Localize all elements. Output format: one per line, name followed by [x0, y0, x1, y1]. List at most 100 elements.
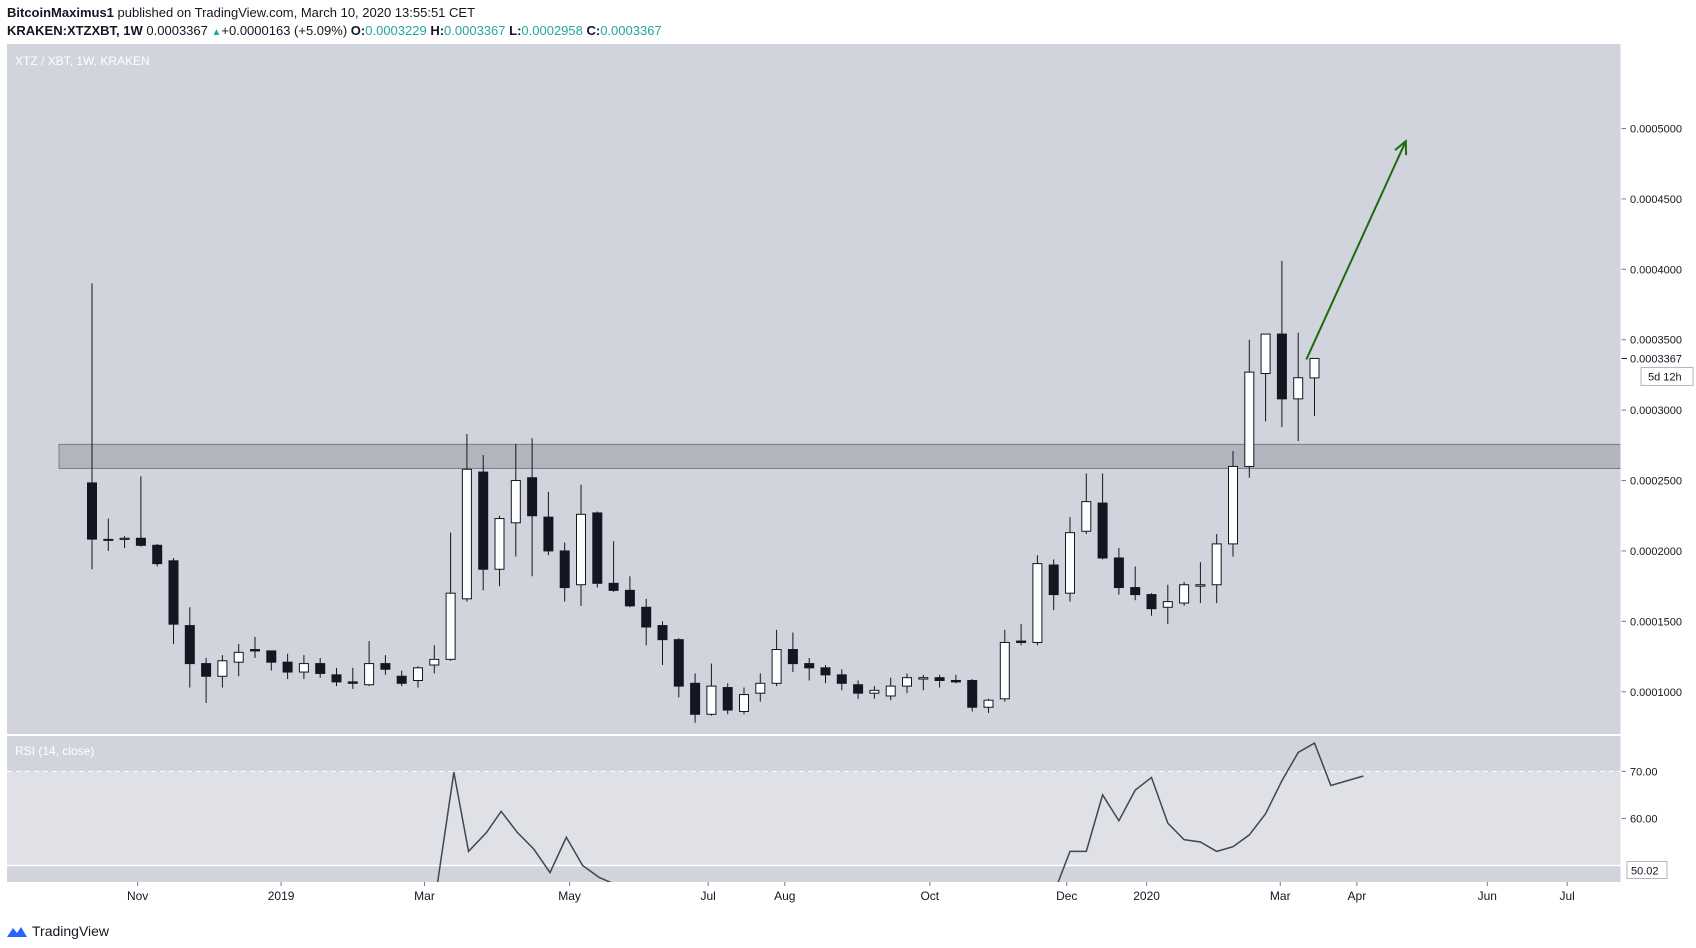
countdown-box — [1640, 366, 1694, 386]
target-arrow-line[interactable] — [1305, 140, 1407, 360]
candle-body — [1179, 584, 1190, 604]
rsi-tick-label: 60.00 — [1630, 813, 1658, 825]
footer-brand[interactable]: TradingView — [32, 923, 110, 939]
candle — [250, 636, 260, 658]
candle-body — [250, 649, 260, 652]
high-value: 0.0003367 — [444, 23, 506, 38]
candle — [559, 542, 570, 602]
candle-body — [1016, 640, 1027, 643]
candle-body — [934, 677, 945, 681]
time-tick-label: Mar — [414, 889, 435, 903]
candle — [201, 657, 212, 704]
candle — [152, 543, 163, 567]
candle — [673, 638, 684, 698]
candle-body — [266, 650, 277, 663]
candle — [510, 443, 521, 557]
candle — [266, 650, 277, 671]
candle — [315, 657, 326, 678]
candle-body — [1195, 584, 1206, 587]
rsi-tick-label: 70.00 — [1630, 766, 1658, 778]
rsi-band — [7, 771, 1621, 866]
candle — [233, 643, 244, 677]
candle-body — [706, 685, 717, 715]
candle — [380, 655, 391, 675]
price-tick-label: 0.0002000 — [1630, 546, 1682, 558]
rsi-pane[interactable]: RSI (14, close) — [7, 736, 1621, 894]
candle — [690, 673, 701, 723]
candle-body — [87, 482, 97, 540]
candle — [413, 666, 423, 688]
candle-body — [347, 681, 358, 684]
time-tick-label: May — [558, 889, 581, 903]
rsi-line — [436, 741, 1364, 882]
candle-body — [690, 682, 701, 715]
candle — [853, 680, 864, 699]
candle — [787, 632, 798, 673]
time-axis[interactable]: Nov 2019 Mar May Jul Aug Oct Dec 2020 Mar Apr Jun Ju… — [127, 882, 1575, 903]
candle-body — [201, 663, 212, 677]
candle-body — [641, 606, 652, 628]
resistance-zone[interactable] — [58, 443, 1622, 469]
candle — [445, 532, 456, 661]
candle-body — [624, 589, 635, 607]
candle-body — [1228, 465, 1238, 545]
time-tick-label: Jun — [1478, 889, 1497, 903]
candle — [641, 598, 652, 646]
candle — [347, 667, 358, 689]
candle — [869, 686, 880, 699]
candle-body — [315, 663, 326, 674]
candle — [1113, 548, 1124, 595]
candle — [1228, 450, 1238, 557]
price-pane[interactable]: XTZ / XBT, 1W, KRAKEN — [7, 44, 1622, 734]
tradingview-logo-icon — [7, 927, 27, 937]
candle-body — [755, 682, 766, 694]
candle-body — [494, 518, 505, 570]
candle-body — [461, 468, 472, 600]
candle — [755, 673, 766, 702]
candle — [119, 536, 130, 549]
candle — [184, 607, 195, 688]
candle-body — [331, 674, 342, 683]
candle — [543, 491, 554, 556]
candle-body — [983, 699, 994, 708]
candle-body — [739, 694, 749, 712]
candle-body — [135, 537, 146, 546]
price-tick-label: 0.0001000 — [1630, 687, 1682, 699]
candle-body — [119, 537, 130, 540]
price-tick-label: 0.0004000 — [1630, 264, 1682, 276]
candle — [592, 511, 603, 588]
candle-body — [999, 641, 1010, 700]
candle — [103, 518, 114, 551]
price-tick-label: 0.0005000 — [1630, 123, 1682, 135]
close-label: C: — [586, 23, 601, 38]
candle — [836, 669, 847, 691]
candle-body — [722, 687, 733, 711]
candle — [1276, 260, 1287, 428]
candle — [576, 484, 586, 606]
candle-body — [1260, 333, 1271, 375]
candle — [1065, 517, 1075, 602]
candle — [1048, 559, 1059, 611]
symbol-label: KRAKEN:XTZXBT, 1W — [7, 23, 143, 38]
candle — [1260, 333, 1271, 422]
candle — [1146, 593, 1157, 616]
author-name[interactable]: BitcoinMaximus1 — [7, 5, 114, 20]
price-tick-label: 0.0003000 — [1630, 405, 1682, 417]
candle — [364, 641, 375, 687]
candle-body — [559, 550, 570, 589]
candle — [429, 645, 440, 674]
candle-body — [217, 660, 228, 677]
candle — [771, 629, 782, 687]
rsi-axis[interactable]: 70.00 60.00 — [1621, 766, 1658, 825]
candle — [1179, 581, 1190, 606]
price-axis[interactable]: 0.0001000 0.0001500 0.0002000 0.0002500 0.00… — [1621, 123, 1682, 699]
high-label: H: — [430, 23, 445, 38]
candle-body — [1146, 594, 1157, 610]
candle — [608, 541, 619, 592]
time-tick-label: Dec — [1056, 889, 1077, 903]
candle — [657, 621, 668, 665]
candle — [1016, 624, 1027, 646]
published-text: published on TradingView.com, March 10, … — [113, 5, 476, 20]
candle — [1211, 534, 1222, 604]
